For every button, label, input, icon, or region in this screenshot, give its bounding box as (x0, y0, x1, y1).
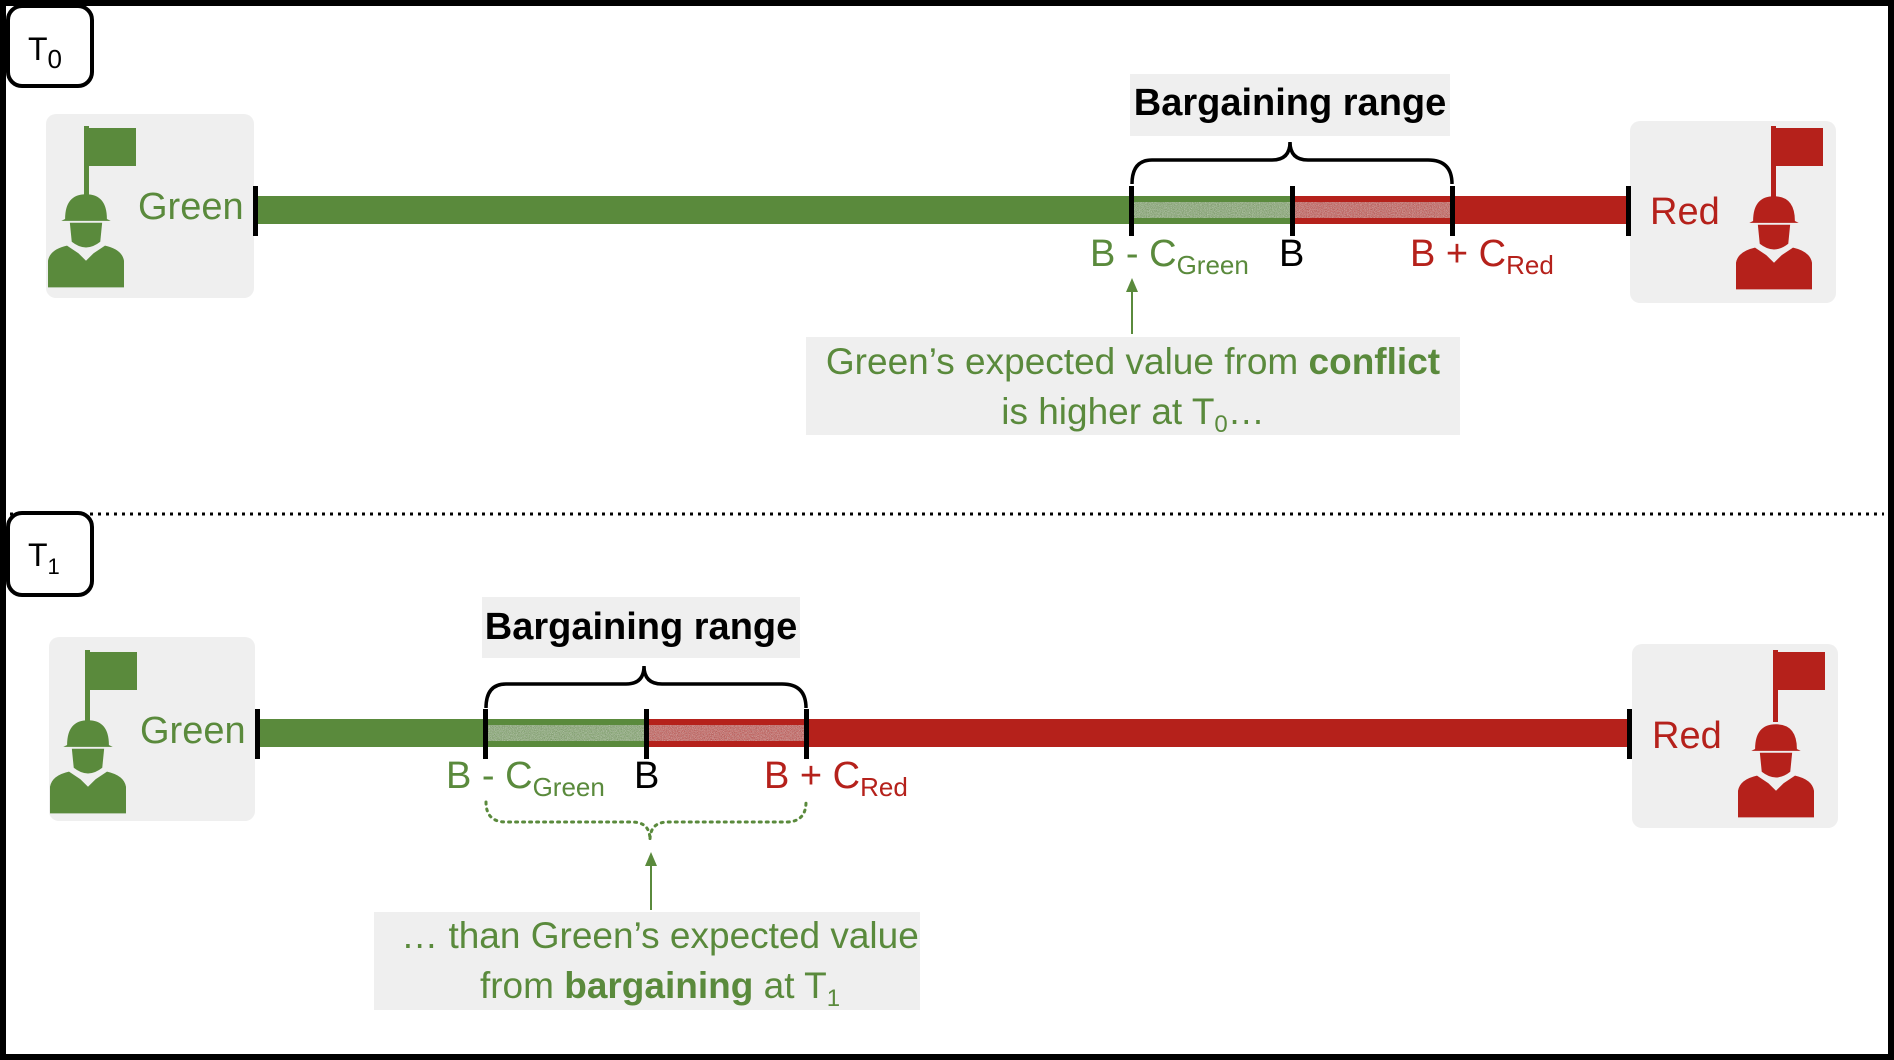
marker-b-plus-c-red: B + CRed (1410, 233, 1554, 280)
svg-text:T1: T1 (28, 537, 60, 579)
arrow-to-conflict-point (1126, 278, 1138, 334)
tick-right-end (1627, 709, 1632, 759)
marker-b-minus-c-green: B - CGreen (446, 755, 605, 802)
tick-b (644, 709, 649, 759)
green-label: Green (140, 710, 246, 752)
red-actor-card: Red (1630, 121, 1836, 303)
red-actor-card: Red (1632, 644, 1838, 828)
tick-left-end (255, 709, 260, 759)
tick-left-end (253, 186, 258, 236)
bargaining-range-title: Bargaining range (1134, 82, 1447, 124)
bargaining-range-brace: Bargaining range (1130, 74, 1454, 185)
soldier-flag-icon (48, 126, 136, 288)
note-t0: Green’s expected value from conflict is … (806, 337, 1460, 438)
panel-t1: T1 Green Red (6, 511, 1838, 1012)
svg-text:from bargaining at T1: from bargaining at T1 (480, 965, 840, 1012)
tick-right-end (1626, 186, 1631, 236)
panel-t0: T0 Green Red (6, 4, 1836, 438)
svg-text:T0: T0 (28, 31, 62, 74)
soldier-flag-icon (1738, 650, 1825, 818)
tick-b-minus-c-green (483, 709, 488, 759)
svg-text:Green’s expected value from co: Green’s expected value from conflict (826, 341, 1440, 382)
tick-b-plus-c-red (804, 709, 809, 759)
red-label: Red (1650, 191, 1720, 233)
green-share-segment (256, 196, 1132, 224)
division-bar (253, 186, 1631, 236)
bargaining-range-dotted-brace (484, 800, 808, 841)
bargaining-range-brace: Bargaining range (482, 597, 808, 709)
marker-b: B (634, 755, 659, 797)
red-label: Red (1652, 715, 1722, 757)
soldier-flag-icon (1736, 126, 1823, 290)
soldier-flag-icon (50, 650, 137, 814)
green-label: Green (138, 186, 244, 228)
bargaining-range-title: Bargaining range (485, 606, 798, 648)
note-t1: … than Green’s expected value from barga… (374, 912, 920, 1012)
green-actor-card: Green (49, 637, 255, 821)
period-label-t1: T1 (6, 511, 94, 597)
tick-b-minus-c-green (1129, 186, 1134, 236)
division-bar (255, 709, 1632, 759)
marker-b-minus-c-green: B - CGreen (1090, 233, 1249, 280)
period-label-t0: T0 (6, 4, 94, 88)
green-share-segment (258, 719, 486, 747)
svg-text:… than Green’s expected value: … than Green’s expected value (401, 915, 919, 956)
arrow-to-bargaining-range (645, 852, 657, 910)
tick-b-plus-c-red (1450, 186, 1455, 236)
red-share-segment (806, 719, 1629, 747)
tick-b (1290, 186, 1295, 236)
marker-b: B (1279, 233, 1304, 275)
green-actor-card: Green (46, 114, 254, 298)
marker-b-plus-c-red: B + CRed (764, 755, 908, 802)
svg-text:is higher at T0…: is higher at T0… (1001, 391, 1265, 438)
